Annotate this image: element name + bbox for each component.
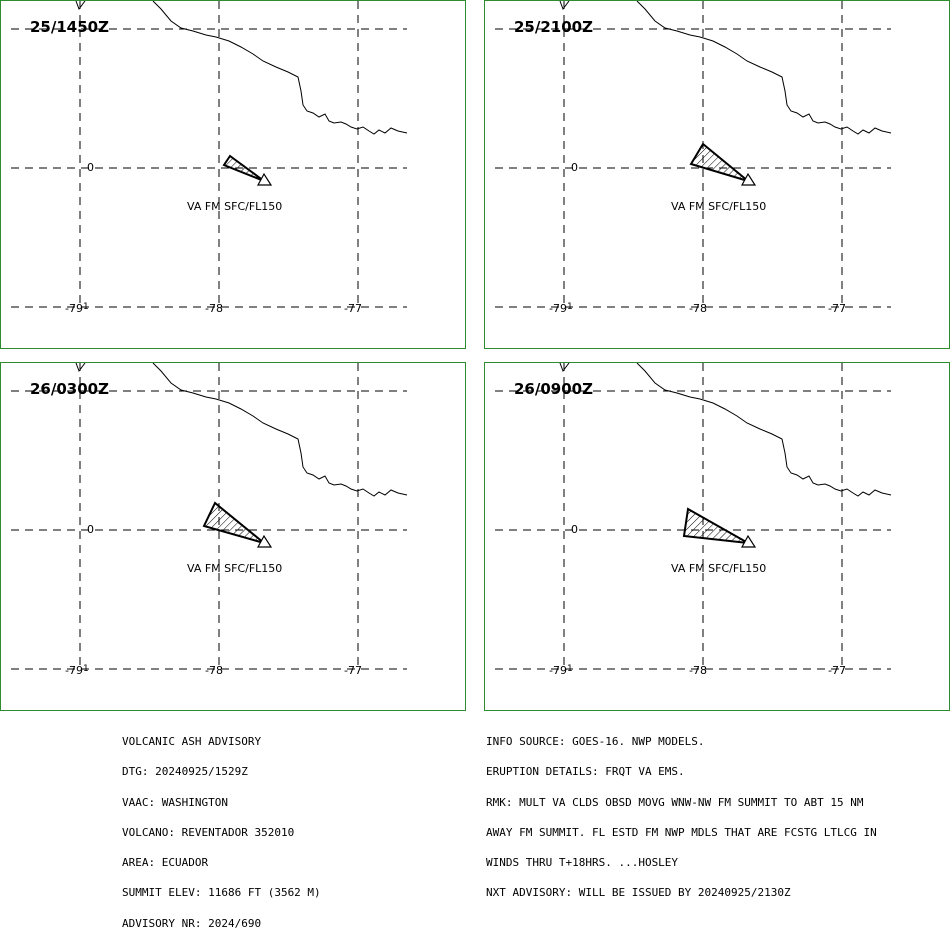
volcano-triangle-icon (740, 172, 757, 186)
advisory-header-block: VOLCANIC ASH ADVISORY DTG: 20240925/1529… (122, 717, 321, 939)
volcano-triangle-icon (256, 534, 273, 548)
lon-label-w78: -78 (689, 302, 707, 315)
ash-cloud-polygon (682, 507, 749, 544)
panel-time: 26/0900Z (514, 380, 593, 398)
lon-label-w78: -78 (689, 664, 707, 677)
lon-label-w79: -791 (65, 302, 89, 315)
lat-label: 0 (87, 161, 94, 174)
lon-label-w79: -791 (65, 664, 89, 677)
panel-time: 25/1450Z (30, 18, 109, 36)
map-canvas (11, 363, 408, 670)
volcano-triangle-icon (256, 172, 273, 186)
panel-label: VA FM SFC/FL150 (671, 200, 767, 213)
lat-label: 0 (87, 523, 94, 536)
ash-cloud-polygon (689, 142, 749, 182)
lon-label-w79: -791 (549, 302, 573, 315)
advisory-eruption-details: ERUPTION DETAILS: FRQT VA EMS. (486, 765, 685, 779)
advisory-vaac: VAAC: WASHINGTON (122, 795, 228, 809)
coastline (636, 1, 892, 135)
advisory-dtg: DTG: 20240925/1529Z (122, 765, 248, 779)
advisory-details-block: INFO SOURCE: GOES-16. NWP MODELS. ERUPTI… (486, 717, 877, 909)
coastline-top (559, 363, 570, 373)
advisory-summit-elev: SUMMIT ELEV: 11686 FT (3562 M) (122, 886, 321, 900)
advisory-number: ADVISORY NR: 2024/690 (122, 916, 262, 930)
panel-label: VA FM SFC/FL150 (671, 562, 767, 575)
advisory-volcano: VOLCANO: REVENTADOR 352010 (122, 825, 295, 839)
panel-time: 26/0300Z (30, 380, 109, 398)
coastline (152, 1, 408, 135)
advisory-info-source: INFO SOURCE: GOES-16. NWP MODELS. (486, 735, 705, 748)
map-panel-1: 25/1450Z VA FM SFC/FL150 0 -791 -78 -77 (0, 0, 466, 349)
coastline-top (559, 1, 570, 11)
lat-label: 0 (571, 523, 578, 536)
map-panel-4: 26/0900Z VA FM SFC/FL150 0 -791 -78 -77 (484, 362, 950, 711)
ash-cloud-polygon (202, 501, 265, 544)
lat-label: 0 (571, 161, 578, 174)
coastline (636, 363, 892, 497)
advisory-remarks-3: WINDS THRU T+18HRS. ...HOSLEY (486, 856, 679, 870)
panel-label: VA FM SFC/FL150 (187, 562, 283, 575)
lon-label-w79: -791 (549, 664, 573, 677)
coastline-top (75, 363, 86, 373)
lon-label-w77: -77 (828, 664, 846, 677)
lon-label-w77: -77 (828, 302, 846, 315)
panel-time: 25/2100Z (514, 18, 593, 36)
map-panel-3: 26/0300Z VA FM SFC/FL150 0 -791 -78 -77 (0, 362, 466, 711)
lon-label-w78: -78 (205, 302, 223, 315)
lon-label-w77: -77 (344, 664, 362, 677)
lon-label-w78: -78 (205, 664, 223, 677)
lon-label-w77: -77 (344, 302, 362, 315)
graticule (11, 363, 407, 670)
advisory-title: VOLCANIC ASH ADVISORY (122, 735, 262, 748)
map-panel-2: 25/2100Z VA FM SFC/FL150 0 -791 -78 -77 (484, 0, 950, 349)
advisory-next: NXT ADVISORY: WILL BE ISSUED BY 20240925… (486, 886, 791, 900)
coastline-top (75, 1, 86, 11)
map-canvas (495, 363, 892, 670)
volcano-triangle-icon (740, 534, 757, 548)
advisory-remarks-1: RMK: MULT VA CLDS OBSD MOVG WNW-NW FM SU… (486, 795, 864, 809)
map-canvas (495, 1, 892, 308)
graticule (11, 1, 407, 308)
advisory-area: AREA: ECUADOR (122, 856, 209, 870)
graticule (495, 1, 891, 308)
map-canvas (11, 1, 408, 308)
coastline (152, 363, 408, 497)
panel-label: VA FM SFC/FL150 (187, 200, 283, 213)
ash-cloud-polygon (222, 154, 265, 182)
advisory-remarks-2: AWAY FM SUMMIT. FL ESTD FM NWP MDLS THAT… (486, 825, 877, 839)
